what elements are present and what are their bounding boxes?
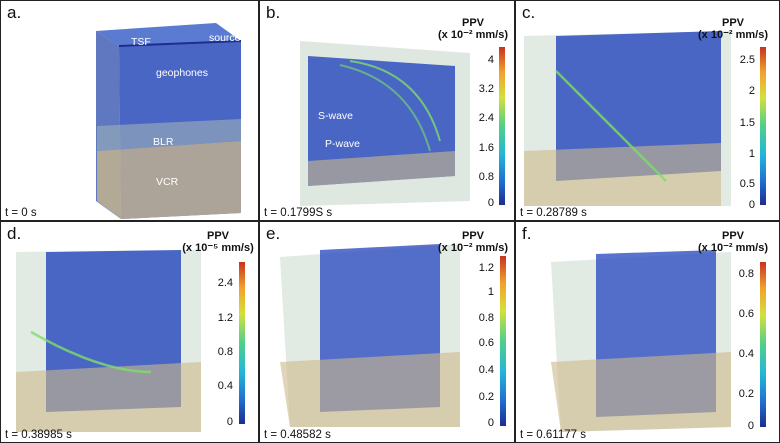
model-c xyxy=(524,31,731,206)
colorbar xyxy=(760,47,766,205)
model-f xyxy=(551,250,731,432)
panel-label: e. xyxy=(266,224,281,243)
model-b xyxy=(300,41,470,206)
time-label: t = 0.28789 s xyxy=(520,207,587,219)
vcr-label: VCR xyxy=(156,176,179,188)
colorbar-title: PPV (x 10⁻² mm/s) xyxy=(438,17,508,41)
panel-label: d. xyxy=(7,224,22,243)
colorbar xyxy=(239,262,245,424)
blr-label: BLR xyxy=(153,136,174,148)
colorbar xyxy=(499,47,505,205)
time-label: t = 0 s xyxy=(5,207,37,219)
model-e xyxy=(280,244,460,427)
time-label: t = 0.38985 s xyxy=(5,429,72,441)
annotations-a: TSF source geophones BLR VCR xyxy=(131,32,241,188)
panel-c: c. PPV (x 10⁻² mm/s) 2.5 2 1.5 1 0.5 0 t … xyxy=(515,0,780,221)
pwave-label: P-wave xyxy=(325,138,360,150)
colorbar-title: PPV (x 10⁻⁵ mm/s) xyxy=(182,230,254,254)
time-label: t = 0.48582 s xyxy=(264,429,331,441)
colorbar-title: PPV (x 10⁻² mm/s) xyxy=(698,230,768,254)
panel-a: a. TSF source geophones BLR VCR t = 0 s xyxy=(0,0,259,221)
panel-label: c. xyxy=(522,3,536,22)
colorbar xyxy=(500,256,506,426)
source-label: source xyxy=(209,32,241,44)
panel-label: a. xyxy=(7,3,22,22)
panel-label: f. xyxy=(522,224,532,243)
geophones-label: geophones xyxy=(156,67,208,79)
colorbar xyxy=(760,262,766,427)
colorbar-title: PPV (x 10⁻² mm/s) xyxy=(438,230,508,254)
panel-f: f. PPV (x 10⁻² mm/s) 0.8 0.6 0.4 0.2 0 t … xyxy=(515,221,780,443)
panel-label: b. xyxy=(266,3,281,22)
panel-d: d. PPV (x 10⁻⁵ mm/s) 2.4 1.2 0.8 0.4 0 t … xyxy=(0,221,259,443)
colorbar-title: PPV (x 10⁻² mm/s) xyxy=(698,17,768,41)
swave-label: S-wave xyxy=(318,110,353,122)
panel-e: e. PPV (x 10⁻² mm/s) 1.2 1 0.8 0.6 0.4 0.… xyxy=(259,221,515,443)
tsf-label: TSF xyxy=(131,36,151,48)
model-d xyxy=(16,250,201,432)
annotations-b: S-wave P-wave xyxy=(318,110,360,150)
time-label: t = 0.61177 s xyxy=(520,429,586,441)
panel-b: b. S-wave P-wave PPV (x 10⁻² mm/s) 4 3.2 … xyxy=(259,0,515,221)
model-a xyxy=(96,23,242,219)
time-label: t = 0.1799S s xyxy=(264,207,333,219)
